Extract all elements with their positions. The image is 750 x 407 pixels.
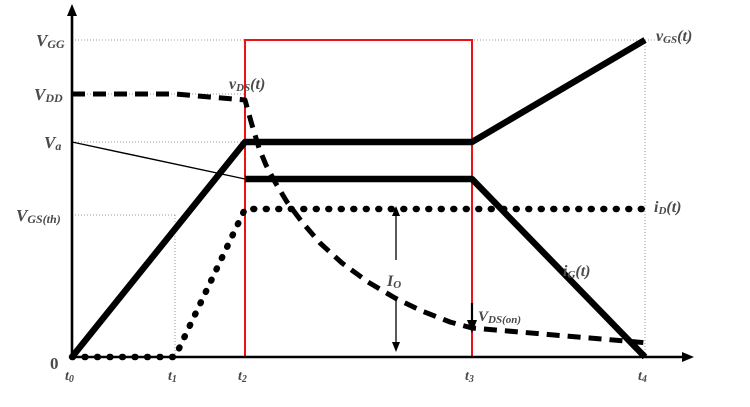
- svg-text:iG(t): iG(t): [563, 263, 591, 281]
- svg-text:0: 0: [50, 354, 59, 373]
- svg-text:iD(t): iD(t): [654, 199, 682, 217]
